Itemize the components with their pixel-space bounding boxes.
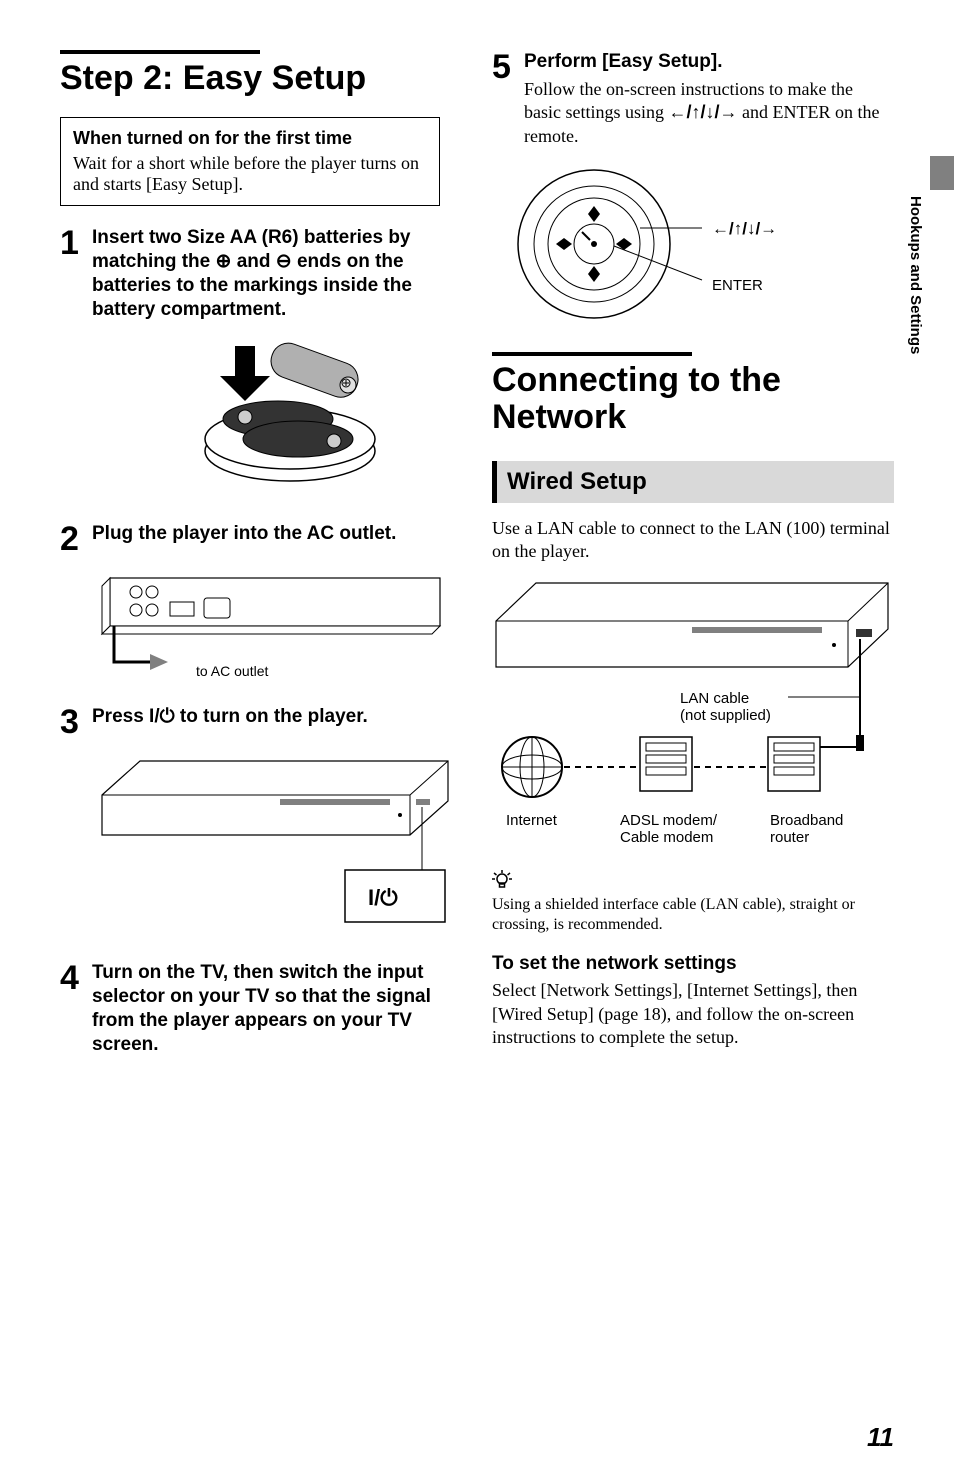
player-illustration: I/⏻ [100, 755, 462, 935]
note-title: When turned on for the first time [73, 128, 427, 149]
step-1-text-b: and [231, 251, 275, 272]
step-5: 5 Perform [Easy Setup]. Follow the on-sc… [492, 50, 894, 148]
network-settings-head: To set the network settings [492, 953, 894, 975]
tip-text: Using a shielded interface cable (LAN ca… [492, 895, 894, 935]
step-2-head: Plug the player into the AC outlet. [92, 522, 462, 546]
step-1: 1 Insert two Size AA (R6) batteries by m… [60, 226, 462, 325]
router-label-2: router [770, 829, 809, 846]
step-number: 4 [60, 961, 92, 995]
power-icon: ⏻ [160, 706, 175, 727]
step-number: 1 [60, 226, 92, 260]
step-4: 4 Turn on the TV, then switch the input … [60, 961, 462, 1060]
ominus-icon: ⊖ [276, 251, 292, 272]
internet-label: Internet [506, 812, 557, 829]
step-number: 5 [492, 50, 524, 84]
router-label-1: Broadband [770, 812, 843, 829]
svg-text:I/⏻: I/⏻ [368, 885, 398, 910]
step-2: 2 Plug the player into the AC outlet. [60, 522, 462, 556]
first-time-note: When turned on for the first time Wait f… [60, 117, 440, 206]
battery-illustration [150, 341, 462, 496]
lan-cable-label-2: (not supplied) [680, 707, 771, 724]
step-3-text-b: to turn on the player. [175, 706, 368, 727]
step-number: 3 [60, 705, 92, 739]
step-3-text-a: Press [92, 706, 149, 727]
section-rule [60, 50, 260, 54]
note-body: Wait for a short while before the player… [73, 153, 427, 195]
step-number: 2 [60, 522, 92, 556]
left-column: Step 2: Easy Setup When turned on for th… [60, 50, 462, 1076]
ac-outlet-illustration: to AC outlet [100, 572, 462, 679]
step-5-head: Perform [Easy Setup]. [524, 50, 894, 74]
wired-intro-text: Use a LAN cable to connect to the LAN (1… [492, 517, 894, 564]
page-number: 11 [867, 1422, 894, 1453]
section-title-network: Connecting to the Network [492, 362, 894, 437]
network-settings-text: Select [Network Settings], [Internet Set… [492, 979, 894, 1049]
section-rule [492, 352, 692, 356]
subsection-wired-setup: Wired Setup [492, 461, 894, 503]
lan-cable-label-1: LAN cable [680, 690, 749, 707]
oplus-icon: ⊕ [216, 251, 232, 272]
network-diagram: LAN cable (not supplied) Internet ADSL m… [492, 577, 894, 862]
step-4-head: Turn on the TV, then switch the input se… [92, 961, 462, 1056]
step-3-head: Press I/⏻ to turn on the player. [92, 705, 462, 729]
tip-icon [492, 870, 894, 895]
remote-arrows-label: ←/↑/↓/→ [712, 219, 954, 239]
modem-label-1: ADSL modem/ [620, 812, 717, 829]
side-tab-mark [930, 156, 954, 190]
remote-enter-label: ENTER [712, 277, 954, 294]
modem-label-2: Cable modem [620, 829, 713, 846]
step-3: 3 Press I/⏻ to turn on the player. [60, 705, 462, 739]
section-title-easy-setup: Step 2: Easy Setup [60, 60, 462, 97]
page-columns: Step 2: Easy Setup When turned on for th… [60, 50, 894, 1076]
arrow-keys-icon: ←/↑/↓/→ [669, 102, 738, 122]
step-1-head: Insert two Size AA (R6) batteries by mat… [92, 226, 462, 321]
remote-illustration: ←/↑/↓/→ ENTER [502, 164, 894, 366]
right-column: 5 Perform [Easy Setup]. Follow the on-sc… [492, 50, 894, 1076]
step-5-text: Follow the on-screen instructions to mak… [524, 78, 894, 148]
